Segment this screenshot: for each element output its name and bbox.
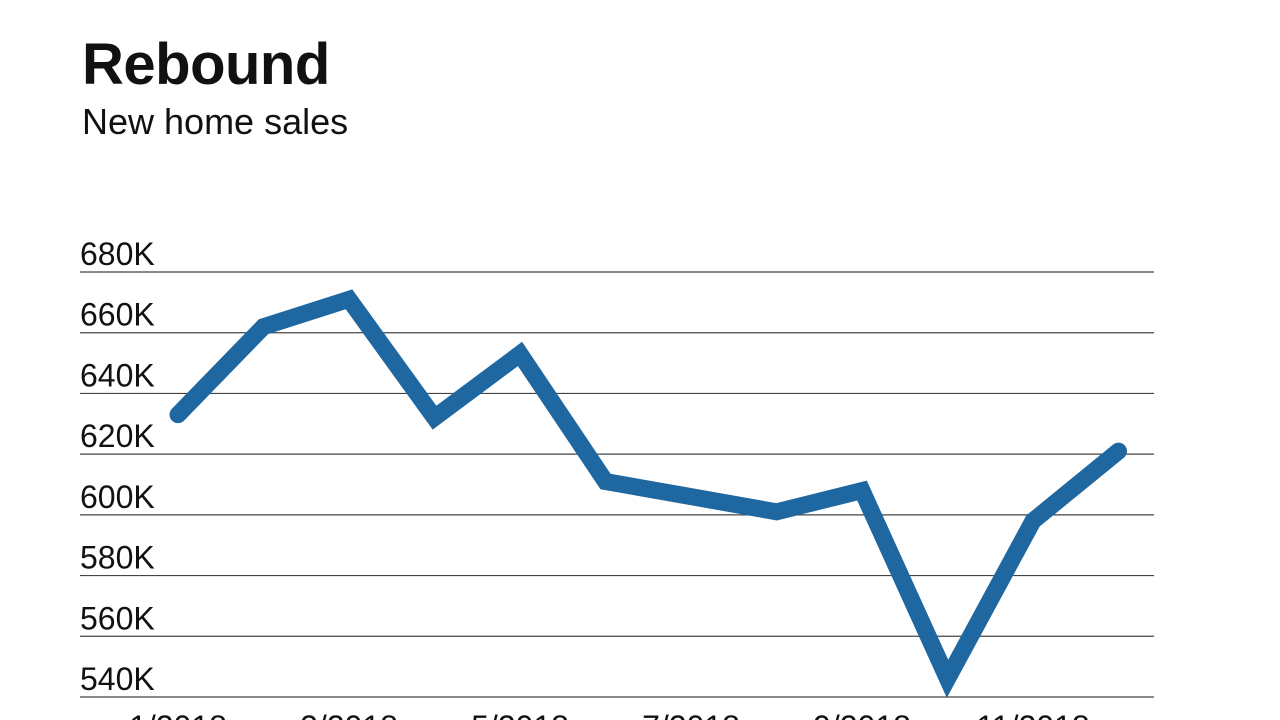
y-tick-label: 540K xyxy=(80,661,155,697)
data-point xyxy=(775,510,778,513)
y-tick-label: 560K xyxy=(80,600,155,636)
series-layer xyxy=(169,289,1127,698)
data-point xyxy=(946,677,949,680)
y-tick-label: 620K xyxy=(80,418,155,454)
x-tick-label: 1/2018 xyxy=(129,709,227,720)
data-point xyxy=(690,495,692,498)
data-point xyxy=(262,325,265,328)
data-point xyxy=(604,480,607,483)
x-tick-label: 7/2018 xyxy=(642,709,740,720)
y-tick-label: 640K xyxy=(80,357,155,393)
x-tick-label: 9/2018 xyxy=(813,709,911,720)
y-tick-label: 680K xyxy=(80,236,155,272)
data-point xyxy=(1117,450,1120,453)
chart-subtitle: New home sales xyxy=(82,101,349,142)
y-tick-label: 580K xyxy=(80,540,155,576)
data-point xyxy=(433,416,436,419)
y-tick-label: 600K xyxy=(80,479,155,515)
x-axis-tick-labels: 1/2018 3/2018 5/2018 7/2018 9/2018 11/2018 xyxy=(129,709,1090,720)
data-point xyxy=(519,352,521,355)
series-line xyxy=(169,289,1127,698)
data-point xyxy=(177,413,179,416)
data-point xyxy=(861,489,863,492)
x-tick-label: 5/2018 xyxy=(471,709,569,720)
y-tick-label: 660K xyxy=(80,297,155,333)
chart-title: Rebound xyxy=(82,32,330,97)
data-point xyxy=(348,298,350,301)
x-tick-label: 3/2018 xyxy=(300,709,398,720)
x-tick-label: 11/2018 xyxy=(976,709,1089,720)
data-point xyxy=(1032,519,1034,522)
y-axis-tick-labels: 680K 660K 640K 620K 600K 580K 560K 540K xyxy=(80,236,155,697)
